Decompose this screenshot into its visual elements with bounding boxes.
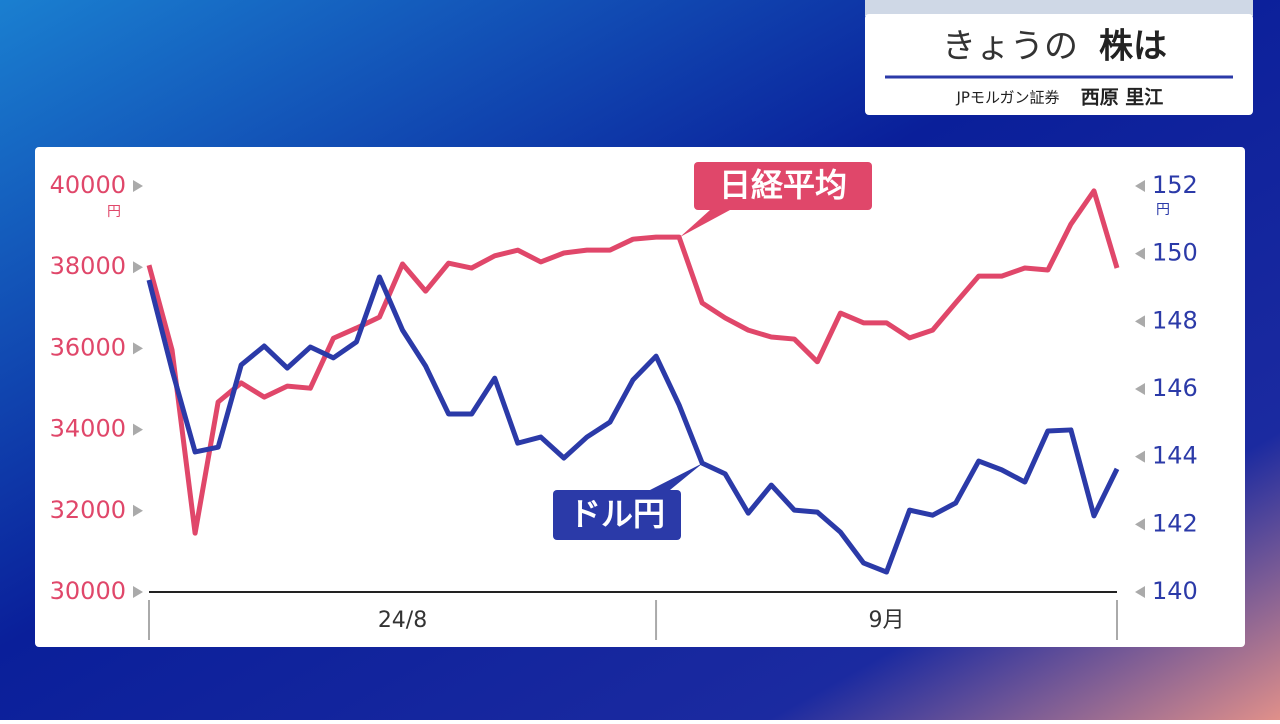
callout-pointer <box>680 210 730 237</box>
header-subtitle: JPモルガン証券 <box>955 89 1059 107</box>
y2-tick-label: 140 <box>1152 577 1198 605</box>
y2-tick-label: 144 <box>1152 442 1198 470</box>
x-period-label: 24/8 <box>378 608 427 633</box>
header-title-emph: 株は <box>1099 27 1167 67</box>
y-tick-mark <box>133 423 143 436</box>
y2-tick-label: 150 <box>1152 239 1198 267</box>
y2-tick-mark <box>1135 383 1145 395</box>
header-strip <box>865 0 1253 16</box>
y2-unit: 円 <box>1156 202 1170 218</box>
series-name: 日経平均 <box>719 166 847 204</box>
series-name: ドル円 <box>569 495 665 533</box>
y2-tick-label: 148 <box>1152 306 1198 334</box>
y-tick-label: 40000 <box>50 171 126 199</box>
callout-pointer <box>650 463 703 490</box>
chart-panel <box>35 147 1245 647</box>
header-person: 西原 里江 <box>1081 87 1164 109</box>
callout-box <box>694 162 872 210</box>
y-tick-mark <box>133 342 143 355</box>
y2-tick-mark <box>1135 586 1145 598</box>
y2-tick-mark <box>1135 247 1145 260</box>
plot: 30000 32000 34000 36000 38000 40000 円 140 142 144… <box>50 162 1198 640</box>
series-line <box>146 274 1120 575</box>
y2-tick-label: 142 <box>1152 509 1198 537</box>
callout-box <box>553 490 681 540</box>
y-tick-label: 36000 <box>50 333 126 361</box>
y-tick-mark <box>133 586 143 598</box>
y-tick-mark <box>133 261 143 274</box>
y-tick-mark <box>133 180 143 192</box>
y2-tick-label: 146 <box>1152 374 1198 402</box>
y2-tick-mark <box>1135 518 1145 531</box>
y2-tick-label: 152 <box>1152 171 1198 199</box>
y2-tick-mark <box>1135 180 1145 192</box>
series-line <box>146 188 1120 536</box>
y2-tick-mark <box>1135 450 1145 463</box>
y-tick-label: 32000 <box>50 496 126 524</box>
header-title: きょうの <box>942 27 1078 67</box>
header-box <box>865 14 1253 115</box>
y-unit: 円 <box>107 204 121 220</box>
y-tick-label: 38000 <box>50 252 126 280</box>
y-tick-mark <box>133 504 143 517</box>
x-period-label: 9月 <box>869 608 905 633</box>
y-tick-label: 30000 <box>50 577 126 605</box>
y-tick-label: 34000 <box>50 415 126 443</box>
y2-tick-mark <box>1135 315 1145 328</box>
